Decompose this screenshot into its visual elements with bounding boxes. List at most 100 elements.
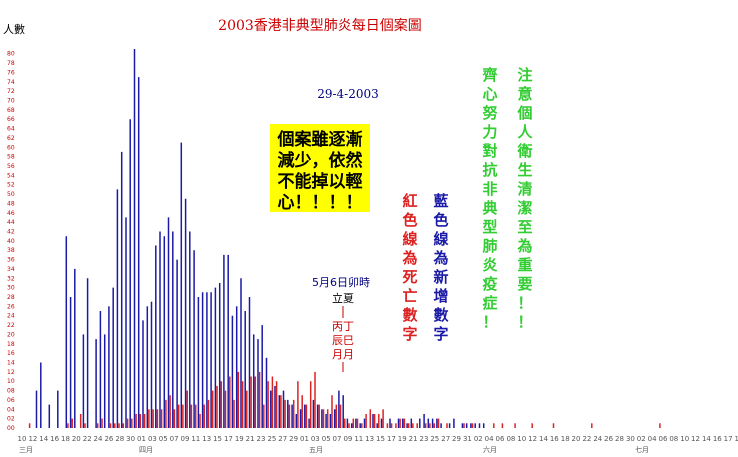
x-tick-labels: 10 12 14 16 18 20 22 24 26 28 30 01 03 05 07 09 11 13 15 17…	[18, 435, 738, 443]
y-tick-label: 62	[7, 135, 15, 142]
month-label: 四月	[139, 446, 153, 454]
x-tick-label: 27	[441, 435, 450, 443]
x-tick-label: 30	[626, 435, 635, 443]
new-cases-legend-text: 藍色線為新增數字	[432, 192, 448, 343]
x-tick-label: 08	[506, 435, 515, 443]
y-tick-label: 26	[7, 303, 15, 310]
month-labels: 三月 四月 五月 六月 七月	[19, 445, 649, 454]
y-tick-label: 40	[7, 238, 15, 245]
bar-series	[28, 49, 661, 428]
y-tick-label: 48	[7, 200, 15, 207]
x-tick-label: 06	[659, 435, 668, 443]
x-tick-label: 17	[387, 435, 396, 443]
x-tick-label: 20	[572, 435, 581, 443]
y-tick-label: 44	[7, 219, 15, 226]
y-tick-label: 66	[7, 116, 15, 123]
x-tick-label: 03	[148, 435, 157, 443]
x-tick-label: 14	[539, 435, 548, 443]
warning-line-3: 不能掉以輕	[278, 171, 363, 192]
x-tick-label: 26	[604, 435, 613, 443]
warning-box	[270, 124, 370, 212]
x-tick-label: 02	[474, 435, 483, 443]
x-tick-label: 31	[463, 435, 472, 443]
month-label: 五月	[309, 446, 323, 454]
x-tick-label: 07	[333, 435, 342, 443]
x-tick-label: 13	[365, 435, 374, 443]
y-tick-label: 54	[7, 172, 15, 179]
x-tick-label: 23	[257, 435, 266, 443]
y-tick-label: 04	[7, 406, 15, 413]
x-tick-label: 17	[724, 435, 733, 443]
x-tick-label: 12	[28, 435, 37, 443]
y-tick-label: 32	[7, 275, 15, 282]
x-tick-label: 21	[409, 435, 418, 443]
x-tick-label: 14	[39, 435, 48, 443]
y-tick-label: 60	[7, 144, 15, 151]
x-tick-label: 30	[126, 435, 135, 443]
x-tick-label: 18	[61, 435, 70, 443]
x-tick-label: 19	[235, 435, 244, 443]
warning-line-2: 減少，依然	[278, 150, 363, 171]
y-tick-labels: 00 02 04 06 08 10 12 14 16 18 20 22 24 26 28 30 32 34 36 38…	[7, 51, 15, 432]
ganzhi-line-2: 辰巳	[332, 334, 354, 347]
y-tick-label: 42	[7, 228, 15, 235]
x-tick-label: 16	[713, 435, 722, 443]
x-tick-label: 05	[159, 435, 168, 443]
month-label: 六月	[483, 445, 497, 454]
x-tick-label: 19	[398, 435, 407, 443]
ganzhi-line-3: 月月	[332, 348, 354, 361]
x-tick-label: 22	[83, 435, 92, 443]
x-tick-label: 21	[246, 435, 255, 443]
y-tick-label: 30	[7, 285, 15, 292]
y-tick-label: 14	[7, 359, 15, 366]
y-tick-label: 68	[7, 107, 15, 114]
x-tick-label: 13	[202, 435, 211, 443]
x-tick-label: 11	[354, 435, 363, 443]
x-tick-label: 05	[322, 435, 331, 443]
y-tick-label: 28	[7, 294, 15, 301]
x-tick-label: 09	[343, 435, 352, 443]
warning-line-1: 個案雖逐漸	[277, 129, 363, 150]
date-label: 29-4-2003	[317, 87, 379, 101]
month-label: 七月	[635, 445, 649, 454]
slogan-right: 注意個人衛生清潔至為重要！！	[516, 66, 533, 331]
y-tick-label: 08	[7, 388, 15, 395]
x-tick-label: 16	[550, 435, 559, 443]
x-tick-label: 10	[680, 435, 689, 443]
x-tick-label: 15	[376, 435, 385, 443]
y-tick-label: 16	[7, 350, 15, 357]
chart-title: 2003香港非典型肺炎每日個案圖	[218, 17, 422, 34]
y-tick-label: 22	[7, 322, 15, 329]
x-tick-label: 16	[50, 435, 59, 443]
x-tick-label: 12	[528, 435, 537, 443]
y-tick-label: 20	[7, 331, 15, 338]
x-tick-label: 28	[115, 435, 124, 443]
y-tick-label: 78	[7, 60, 15, 67]
y-tick-label: 18	[7, 341, 15, 348]
y-tick-label: 74	[7, 79, 15, 86]
solar-term-time: 5月6日卯時	[312, 276, 370, 289]
y-tick-label: 58	[7, 154, 15, 161]
x-tick-label: 24	[593, 435, 602, 443]
y-tick-label: 70	[7, 97, 15, 104]
slogan-left: 齊心努力對抗非典型肺炎疫症！	[481, 66, 498, 331]
y-tick-label: 10	[7, 378, 15, 385]
x-tick-label: 10	[517, 435, 526, 443]
x-tick-label: 12	[691, 435, 700, 443]
x-tick-label: 25	[430, 435, 439, 443]
x-tick-label: 14	[702, 435, 711, 443]
y-tick-label: 02	[7, 416, 15, 423]
y-tick-label: 34	[7, 266, 15, 273]
x-tick-label: 29	[452, 435, 461, 443]
x-tick-label: 25	[267, 435, 276, 443]
x-tick-label: 10	[18, 435, 27, 443]
y-tick-label: 24	[7, 313, 15, 320]
y-tick-label: 00	[7, 425, 15, 432]
month-label: 三月	[19, 446, 33, 454]
x-tick-label: 03	[311, 435, 320, 443]
y-tick-label: 76	[7, 69, 15, 76]
y-axis-label: 人數	[3, 23, 25, 36]
y-tick-label: 72	[7, 88, 15, 95]
